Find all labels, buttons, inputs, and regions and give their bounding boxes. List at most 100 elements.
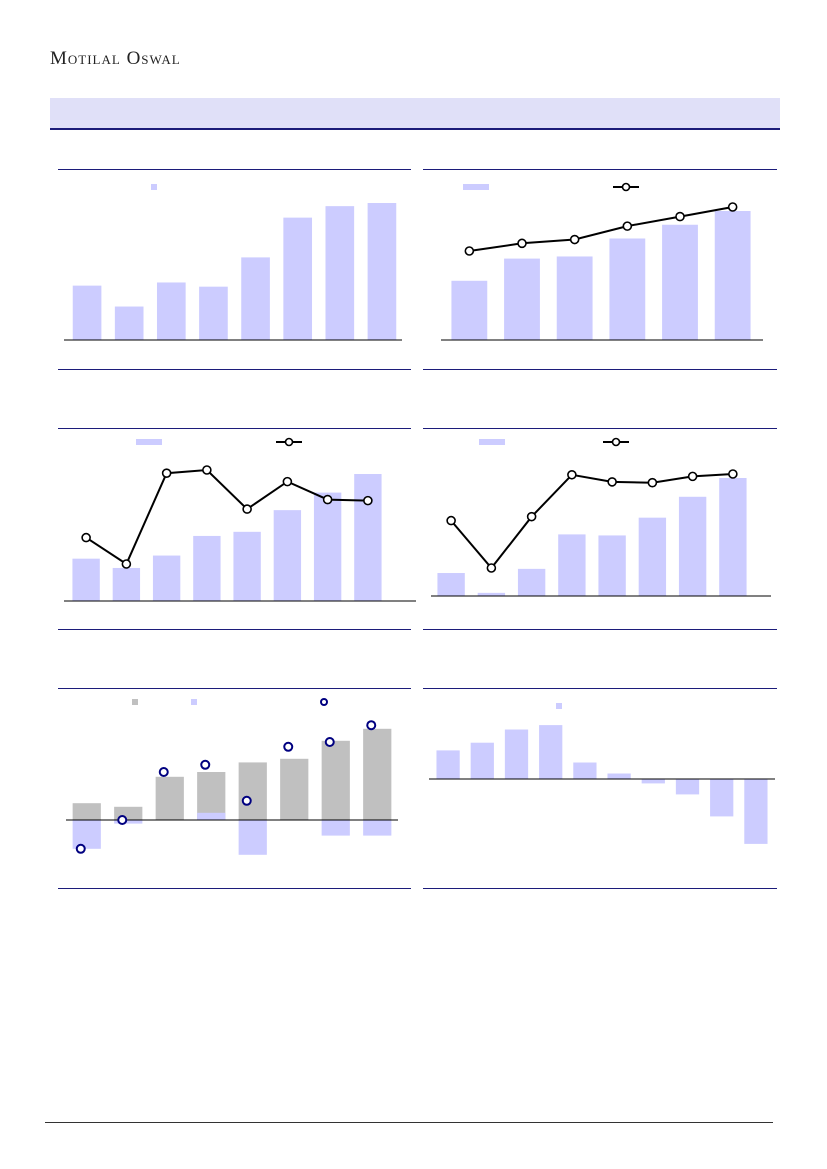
chart5-legend-marker-3 bbox=[320, 698, 328, 706]
brand-logo: Motilal Oswal bbox=[50, 48, 181, 69]
chart4-legend-marker-1 bbox=[479, 439, 505, 445]
chart4-line-point bbox=[687, 471, 698, 482]
chart4-line-point bbox=[446, 515, 456, 526]
chart1-bar bbox=[72, 285, 102, 340]
chart3-line-point bbox=[282, 476, 293, 487]
chart3-bar bbox=[273, 510, 302, 601]
chart4-line-point bbox=[607, 477, 617, 487]
chart5-grey-bar bbox=[363, 728, 392, 820]
chart-5-bar-scatter bbox=[66, 698, 398, 855]
chart2-bar bbox=[609, 238, 646, 340]
chart5-grey-bar bbox=[280, 758, 309, 820]
chart3-line-point bbox=[322, 494, 333, 505]
chart2-line-point bbox=[464, 246, 475, 256]
chart5-legend-marker-2 bbox=[191, 699, 197, 705]
chart2-bar bbox=[504, 258, 540, 340]
chart5-top-rule bbox=[58, 688, 411, 689]
chart4-bar bbox=[517, 568, 546, 596]
chart5-dot bbox=[158, 767, 169, 777]
chart6-legend-marker-1 bbox=[556, 703, 562, 709]
chart3-bar bbox=[233, 531, 261, 601]
chart6-bar bbox=[539, 725, 563, 779]
chart2-bar bbox=[451, 280, 488, 340]
chart1-bar bbox=[325, 206, 355, 340]
chart6-bar bbox=[573, 762, 597, 779]
chart-2-bar-line bbox=[441, 182, 763, 341]
chart2-bar bbox=[714, 211, 751, 340]
chart1-top-rule bbox=[58, 169, 411, 170]
chart5-dot bbox=[241, 795, 252, 806]
chart1-bar bbox=[241, 257, 270, 340]
chart5-dot bbox=[283, 741, 294, 752]
chart3-line bbox=[85, 468, 368, 566]
chart3-legend-marker-1 bbox=[136, 439, 162, 445]
chart1-bottom-rule bbox=[58, 369, 411, 370]
chart4-bar bbox=[598, 535, 626, 596]
chart5-blue-bar bbox=[197, 812, 226, 820]
chart1-bar bbox=[367, 203, 397, 340]
chart5-legend-marker-1 bbox=[132, 699, 138, 705]
chart5-blue-bar bbox=[363, 820, 392, 836]
chart6-bar bbox=[607, 773, 631, 779]
chart2-line-point bbox=[517, 238, 527, 249]
chart5-bottom-rule bbox=[58, 888, 411, 889]
chart3-line-point bbox=[242, 504, 252, 514]
chart6-bar bbox=[504, 729, 529, 779]
chart5-grey-bar bbox=[321, 740, 350, 820]
chart3-bar bbox=[193, 535, 221, 601]
chart5-dot bbox=[117, 815, 128, 825]
chart3-line-point bbox=[81, 532, 91, 543]
chart5-blue-bar bbox=[72, 820, 101, 849]
chart6-bar bbox=[744, 779, 768, 844]
chart3-bar bbox=[152, 555, 181, 601]
footer-rule bbox=[45, 1122, 773, 1123]
chart1-bar bbox=[114, 306, 144, 340]
chart4-line-point bbox=[486, 563, 497, 573]
chart2-legend-marker-1 bbox=[463, 184, 489, 190]
chart3-bottom-rule bbox=[58, 629, 411, 630]
chart5-dot bbox=[200, 759, 211, 770]
chart3-bar bbox=[72, 558, 100, 601]
chart5-blue-bar bbox=[114, 820, 143, 824]
chart2-line bbox=[469, 206, 733, 252]
chart3-line-point bbox=[161, 468, 172, 478]
chart4-line-point bbox=[647, 477, 658, 488]
chart4-bottom-rule bbox=[423, 629, 777, 630]
chart4-line-point bbox=[728, 469, 738, 479]
chart-3-bar-line bbox=[64, 437, 416, 602]
section-header-band bbox=[50, 98, 780, 130]
chart1-bar bbox=[283, 217, 313, 340]
chart1-legend-marker-1 bbox=[151, 184, 157, 190]
chart1-bar bbox=[156, 282, 186, 340]
chart6-bar bbox=[675, 779, 700, 795]
chart3-top-rule bbox=[58, 428, 411, 429]
chart5-dot bbox=[75, 843, 86, 854]
chart5-dot bbox=[324, 737, 335, 747]
chart6-bar bbox=[436, 750, 460, 779]
chart2-bar bbox=[556, 256, 593, 340]
chart6-bar bbox=[710, 779, 734, 817]
chart2-bottom-rule bbox=[423, 369, 777, 370]
chart6-bottom-rule bbox=[423, 888, 777, 889]
chart4-bar bbox=[719, 478, 747, 596]
chart-6-bar bbox=[429, 703, 775, 844]
chart5-dot bbox=[366, 720, 377, 731]
chart3-line-point bbox=[202, 465, 212, 475]
chart4-line-point bbox=[526, 511, 537, 522]
chart5-blue-bar bbox=[321, 820, 350, 836]
chart6-top-rule bbox=[423, 688, 777, 689]
chart2-line-point bbox=[727, 202, 738, 212]
chart2-legend-marker-2-dot bbox=[621, 182, 631, 192]
chart4-bar bbox=[558, 534, 586, 596]
chart2-bar bbox=[662, 224, 698, 340]
chart4-bar bbox=[477, 592, 506, 596]
chart2-top-rule bbox=[423, 169, 777, 170]
chart6-bar bbox=[641, 779, 665, 784]
chart3-bar bbox=[354, 474, 382, 601]
chart4-legend-marker-2-dot bbox=[611, 437, 621, 447]
chart1-bar bbox=[199, 286, 228, 340]
chart3-bar bbox=[112, 567, 141, 601]
chart5-grey-bar bbox=[72, 803, 101, 820]
chart4-top-rule bbox=[423, 428, 777, 429]
chart3-legend-marker-2-dot bbox=[284, 437, 294, 447]
